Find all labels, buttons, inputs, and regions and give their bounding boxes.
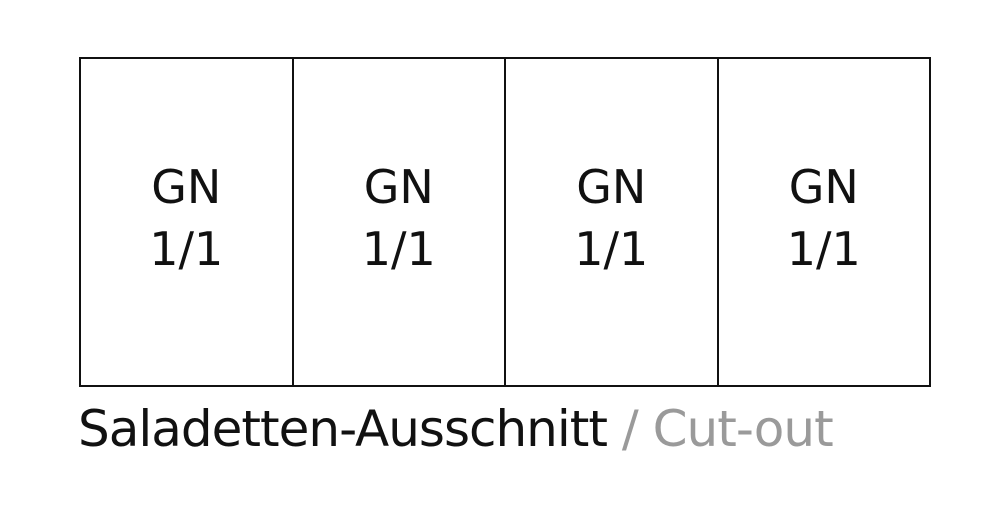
caption-sub: / Cut-out (621, 400, 834, 458)
gn-label: GN (788, 160, 859, 214)
gn-size: 1/1 (574, 222, 649, 276)
gn-size: 1/1 (786, 222, 861, 276)
gn-size: 1/1 (361, 222, 436, 276)
gn-container-1: GN 1/1 (81, 59, 294, 385)
gn-size: 1/1 (149, 222, 224, 276)
gn-container-4: GN 1/1 (719, 59, 930, 385)
caption: Saladetten-Ausschnitt / Cut-out (78, 400, 834, 458)
caption-main: Saladetten-Ausschnitt (78, 400, 608, 458)
gn-label: GN (151, 160, 222, 214)
gn-container-2: GN 1/1 (294, 59, 506, 385)
gn-label: GN (363, 160, 434, 214)
gn-label: GN (576, 160, 647, 214)
gn-container-3: GN 1/1 (506, 59, 719, 385)
cutout-frame: GN 1/1 GN 1/1 GN 1/1 GN 1/1 (79, 57, 931, 387)
